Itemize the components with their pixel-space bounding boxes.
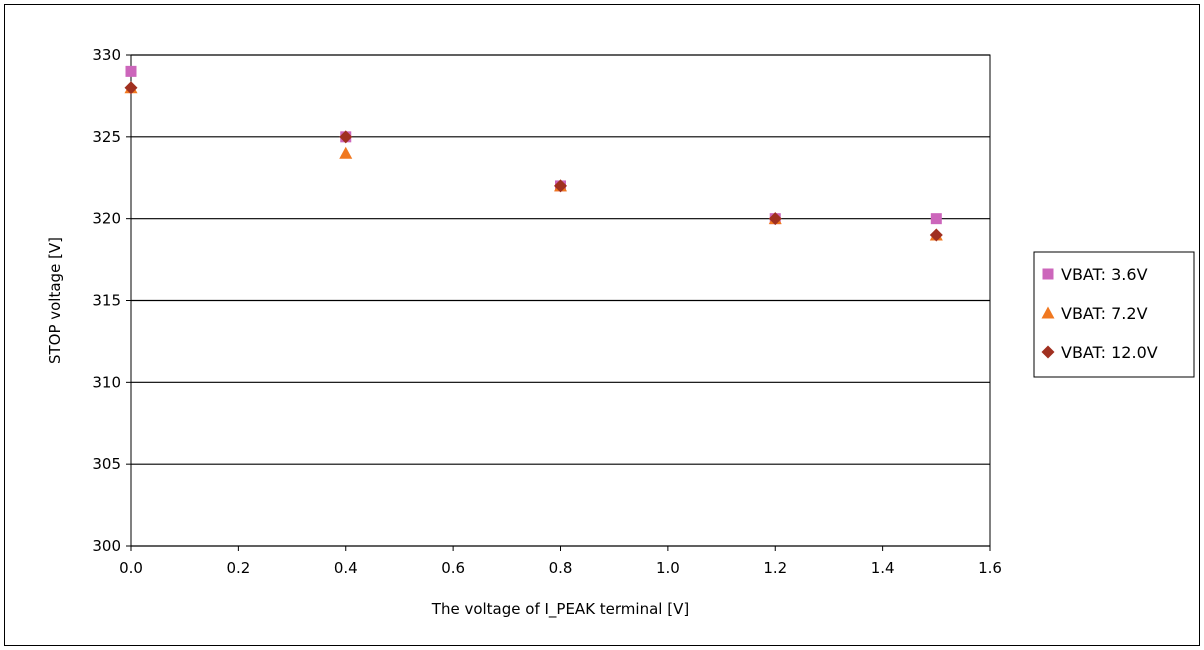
y-tick-label: 305 [92,455,121,473]
series-3 [124,81,943,242]
chart-frame: 300 305 310 315 320 325 330 0.0 0.2 0.4 0.6 0.8 1.0 1… [4,4,1200,646]
data-point [339,130,353,144]
data-point [930,213,942,225]
tick-labels: 300 305 310 315 320 325 330 0.0 0.2 0.4 0.6 0.8 1.0 1… [92,46,1002,577]
y-tick-label: 310 [92,373,121,391]
x-tick-label: 1.4 [871,559,895,577]
series-1 [125,65,942,225]
y-tick-label: 300 [92,537,121,555]
data-point [554,179,567,193]
data-points [124,65,943,242]
x-tick-label: 0.0 [119,559,143,577]
series-2 [124,81,943,241]
legend-label: VBAT: 12.0V [1061,343,1158,362]
scatter-chart: 300 305 310 315 320 325 330 0.0 0.2 0.4 0.6 0.8 1.0 1… [46,46,1195,619]
x-tick-label: 1.6 [978,559,1002,577]
legend-box [1033,251,1195,378]
legend-item: VBAT: 12.0V [1041,343,1158,362]
legend-marker [1041,306,1055,319]
x-tick-label: 1.2 [763,559,787,577]
data-point [125,65,137,77]
x-tick-label: 0.8 [549,559,573,577]
x-tick-label: 0.6 [441,559,465,577]
x-tick-label: 0.2 [226,559,250,577]
data-point [339,146,353,159]
data-point [768,212,782,226]
legend-item: VBAT: 7.2V [1041,304,1148,323]
y-tick-label: 325 [92,128,121,146]
legend-marker [1042,268,1054,280]
x-tick-label: 0.4 [334,559,358,577]
y-tick-label: 315 [92,292,121,310]
y-axis-label: STOP voltage [V] [46,237,64,364]
legend-label: VBAT: 7.2V [1061,304,1148,323]
legend-marker [1041,345,1055,359]
grid-lines [131,54,990,547]
legend-item: VBAT: 3.6V [1042,265,1148,284]
data-point [124,81,138,95]
legend: VBAT: 3.6V VBAT: 7.2V VBAT: 12.0V [1033,251,1195,378]
data-point [929,228,943,242]
y-tick-label: 330 [92,46,121,64]
x-axis-label: The voltage of I_PEAK terminal [V] [431,600,689,619]
axis-ticks [126,54,991,551]
legend-label: VBAT: 3.6V [1061,265,1148,284]
x-tick-label: 1.0 [656,559,680,577]
y-tick-label: 320 [92,210,121,228]
